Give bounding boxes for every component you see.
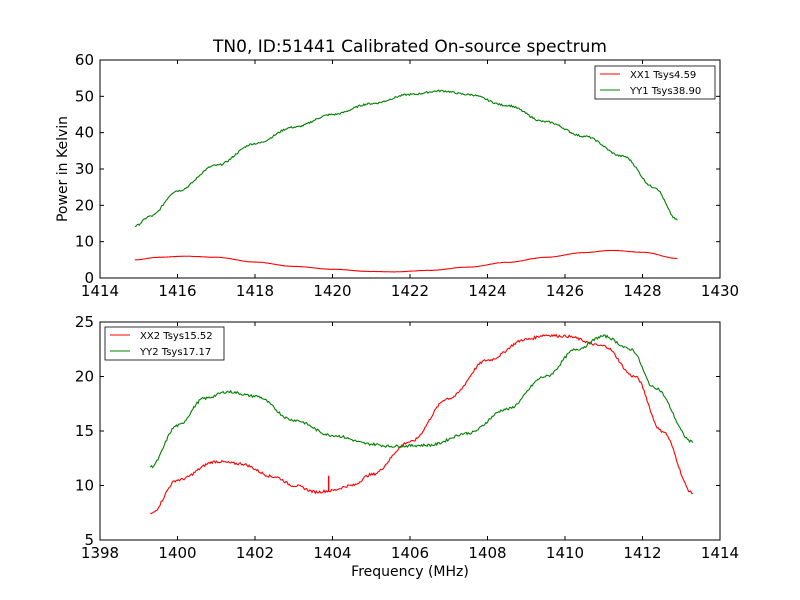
chart-top-xtick-label: 1418 (236, 282, 274, 300)
chart-bottom-xlabel: Frequency (MHz) (351, 564, 469, 580)
chart-top: TN0, ID:51441 Calibrated On-source spect… (55, 37, 739, 300)
chart-bottom-xtick-label: 1414 (701, 544, 739, 562)
chart-bottom-xtick-label: 1408 (468, 544, 506, 562)
chart-bottom-legend-label-xx2: XX2 Tsys15.52 (140, 331, 213, 342)
chart-bottom-series-yy2 (149, 334, 694, 469)
chart-top-frame (99, 59, 721, 279)
chart-bottom-xtick-label: 1412 (623, 544, 661, 562)
chart-top-xtick-label: 1420 (313, 282, 351, 300)
chart-top-ytick-label: 50 (75, 87, 94, 105)
chart-top-ytick-label: 20 (75, 196, 94, 214)
chart-top-legend-label-yy1: YY1 Tsys38.90 (629, 86, 701, 97)
chart-top-ytick-label: 30 (75, 160, 94, 178)
chart-bottom-ytick-label: 10 (75, 477, 94, 495)
chart-top-xtick-label: 1414 (81, 282, 119, 300)
chart-bottom: Frequency (MHz) 1398 1400 1402 1404 1406 1408… (75, 313, 739, 580)
chart-bottom-xtick-label: 1404 (313, 544, 351, 562)
chart-top-ylabel: Power in Kelvin (55, 116, 71, 222)
chart-top-plot-area: 1414 1416 1418 1420 1422 1424 1426 1428 1430 0 10 2… (75, 51, 739, 300)
chart-top-xtick-label: 1426 (546, 282, 584, 300)
chart-top-series-xx1 (134, 249, 678, 273)
chart-bottom-frame (99, 321, 721, 541)
chart-bottom-xtick-label: 1400 (158, 544, 196, 562)
chart-top-legend-label-xx1: XX1 Tsys4.59 (630, 70, 696, 81)
chart-top-xtick-label: 1422 (391, 282, 429, 300)
chart-bottom-legend: XX2 Tsys15.52 YY2 Tsys17.17 (104, 326, 225, 361)
chart-bottom-plot-area: 1398 1400 1402 1404 1406 1408 1410 1412 1414 5 10 1… (75, 313, 739, 562)
chart-top-legend: XX1 Tsys4.59 YY1 Tsys38.90 (594, 65, 716, 100)
chart-bottom-xtick-label: 1402 (236, 544, 274, 562)
chart-bottom-legend-label-yy2: YY2 Tsys17.17 (139, 347, 211, 358)
chart-top-ytick-label: 0 (84, 269, 94, 287)
chart-bottom-xtick-label: 1410 (546, 544, 584, 562)
chart-top-xtick-label: 1430 (701, 282, 739, 300)
chart-bottom-xtick-label: 1406 (391, 544, 429, 562)
chart-bottom-series-xx2 (150, 333, 694, 515)
chart-top-xtick-label: 1416 (158, 282, 196, 300)
chart-bottom-ytick-label: 20 (75, 368, 94, 386)
chart-top-ytick-label: 10 (75, 233, 94, 251)
chart-bottom-legend-box (104, 326, 225, 361)
chart-bottom-ytick-label: 5 (84, 531, 94, 549)
chart-bottom-ytick-label: 25 (75, 313, 94, 331)
chart-top-legend-box (594, 65, 716, 100)
chart-top-title: TN0, ID:51441 Calibrated On-source spect… (212, 37, 607, 57)
chart-bottom-ytick-label: 15 (75, 422, 94, 440)
chart-top-xtick-label: 1424 (468, 282, 506, 300)
chart-top-ytick-label: 60 (75, 51, 94, 69)
chart-bottom-xtick-label: 1398 (81, 544, 119, 562)
chart-top-xtick-label: 1428 (623, 282, 661, 300)
chart-top-ytick-label: 40 (75, 124, 94, 142)
chart-top-series-yy1 (134, 89, 678, 228)
